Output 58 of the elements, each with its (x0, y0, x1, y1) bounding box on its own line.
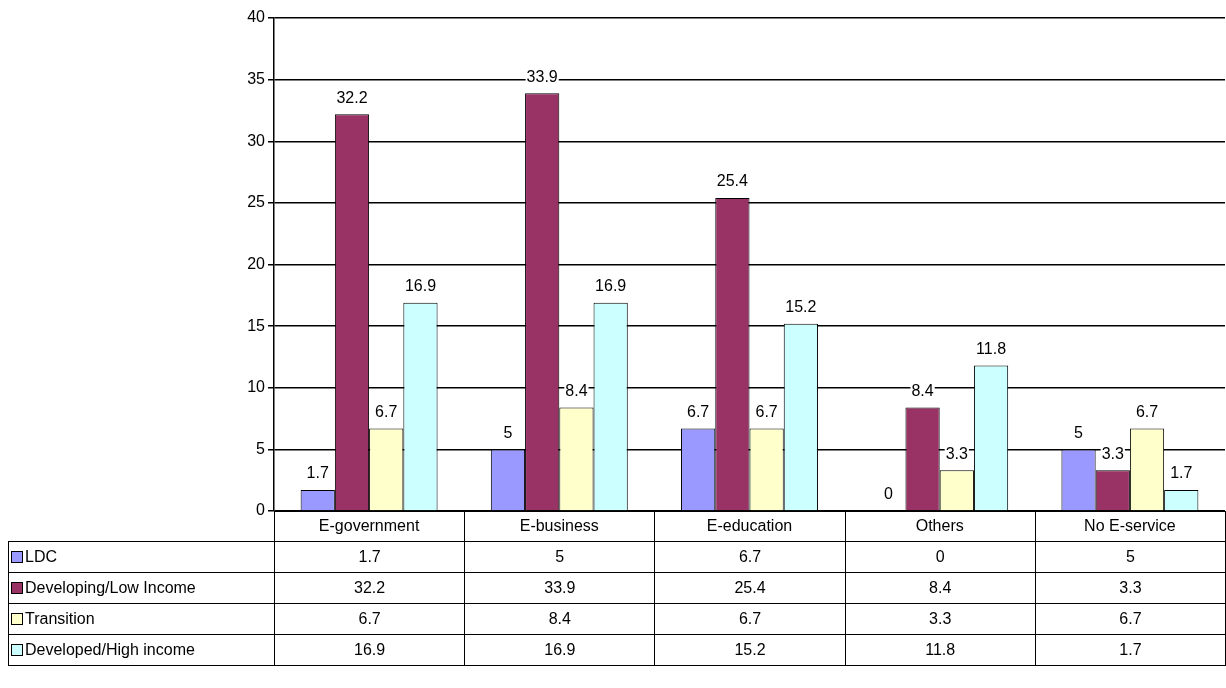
data-label: 16.9 (464, 634, 655, 666)
annotation: 5 (503, 423, 513, 441)
y-tick-label: 20 (247, 254, 266, 272)
data-label: 1.7 (274, 541, 465, 573)
data-label: 6.7 (1035, 603, 1226, 635)
data-label: 1.7 (1035, 634, 1226, 666)
annotation: 0 (883, 485, 893, 503)
data-label: 5 (464, 541, 655, 573)
data-label: 16.9 (274, 634, 465, 666)
y-tick-label: 0 (256, 501, 266, 519)
annotation: 8.4 (911, 381, 934, 399)
x-tick-label: E-government (318, 517, 420, 535)
annotation: 33.9 (526, 67, 558, 85)
x-tick-label: E-education (706, 517, 793, 535)
annotation: 16.9 (595, 277, 627, 295)
x-tick-label: No E-service (1084, 517, 1176, 535)
y-tick-label: 25 (247, 193, 266, 211)
annotation: 1.7 (306, 464, 329, 482)
x-tick-label: Others (915, 517, 964, 535)
annotation: 8.4 (565, 381, 588, 399)
data-label: 5 (1035, 541, 1226, 573)
annotation: 32.2 (336, 88, 368, 106)
data-label: 11.8 (845, 634, 1036, 666)
annotation: 3.3 (945, 444, 969, 462)
legend-label: LDC (8, 541, 275, 573)
data-label: 0 (845, 541, 1036, 573)
legend-label: Developed/High income (8, 634, 275, 666)
annotation: 6.7 (375, 402, 398, 420)
annotation: 15.2 (785, 298, 817, 316)
data-label: 15.2 (654, 634, 846, 666)
annotation: 1.7 (1170, 464, 1193, 482)
annotation: 16.9 (404, 277, 437, 295)
data-label: 6.7 (654, 603, 846, 635)
y-tick-label: 40 (247, 8, 266, 26)
annotation: 25.4 (716, 172, 749, 190)
y-tick-label: 10 (247, 378, 266, 396)
annotation: 6.7 (687, 402, 710, 420)
x-tick-label: E-business (519, 517, 599, 535)
data-label: 3.3 (845, 603, 1036, 635)
legend-label: Transition (8, 603, 275, 635)
annotation: 11.8 (976, 339, 1007, 357)
y-tick-label: 30 (247, 131, 266, 149)
y-tick-label: 5 (256, 439, 266, 457)
annotation: 5 (1074, 423, 1084, 441)
annotation: 6.7 (1135, 402, 1159, 420)
data-label: 33.9 (464, 572, 655, 604)
data-label: 25.4 (654, 572, 846, 604)
legend-label: Developing/Low Income (8, 572, 275, 604)
data-label: 6.7 (274, 603, 465, 635)
y-tick-label: 15 (247, 316, 266, 334)
data-label: 3.3 (1035, 572, 1226, 604)
annotation: 3.3 (1101, 444, 1124, 462)
y-tick-label: 35 (247, 70, 266, 88)
data-label: 6.7 (654, 541, 846, 573)
data-label: 8.4 (845, 572, 1036, 604)
data-label: 8.4 (464, 603, 655, 635)
annotation: 6.7 (755, 402, 778, 420)
data-label: 32.2 (274, 572, 465, 604)
